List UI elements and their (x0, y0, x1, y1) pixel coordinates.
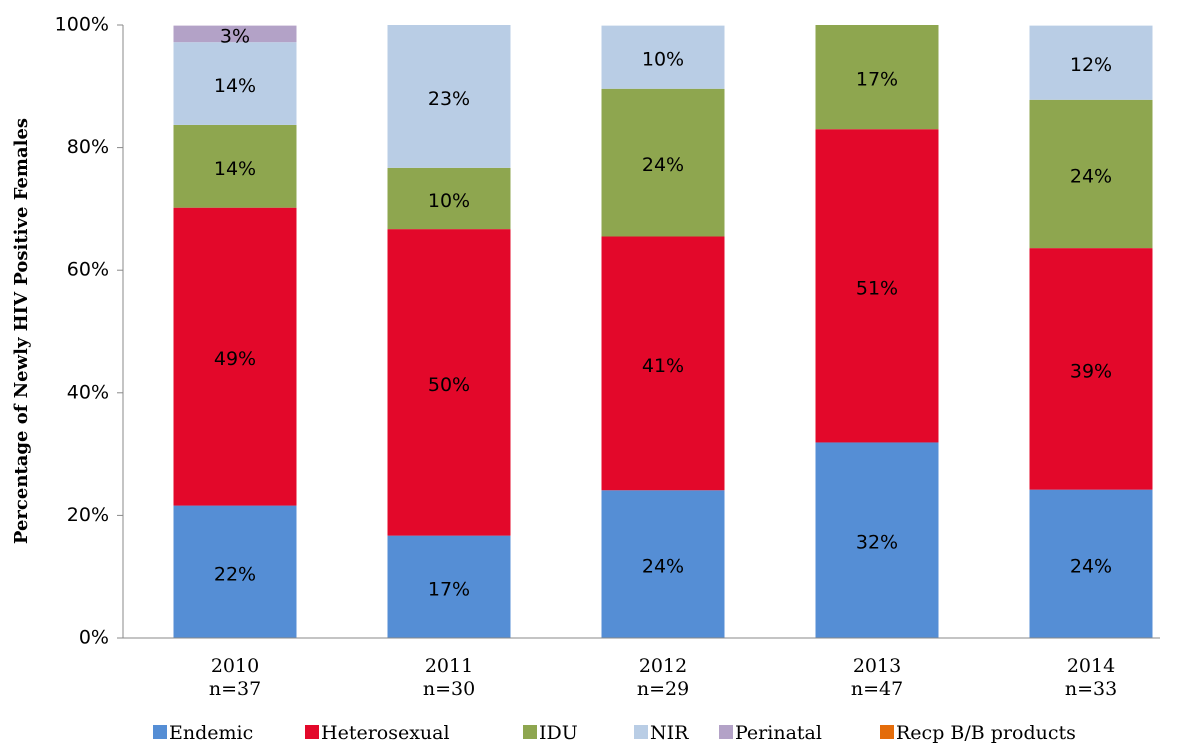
bar-segment (601, 25, 725, 89)
y-tick-label: 80% (67, 136, 109, 158)
legend-label: Recp B/B products (896, 722, 1076, 744)
bar-segment (1029, 489, 1153, 638)
bar-segment (815, 129, 939, 443)
data-label: 32% (856, 532, 898, 554)
y-axis-label: Percentage of Newly HIV Positive Females (11, 118, 32, 544)
data-label: 17% (428, 578, 470, 600)
x-tick-label: 2010 (211, 655, 259, 677)
data-label: 24% (1070, 165, 1112, 187)
sample-size: n=30 (423, 678, 475, 700)
bar-segment (387, 25, 511, 168)
data-label: 3% (220, 25, 250, 47)
data-label: 23% (428, 88, 470, 110)
data-label: 22% (214, 563, 256, 585)
y-tick-label: 60% (67, 259, 109, 281)
legend-swatch (153, 725, 167, 739)
y-tick-label: 0% (79, 627, 109, 649)
y-tick-label: 100% (55, 14, 109, 36)
bar-segment (387, 229, 511, 536)
legend-swatch (719, 725, 733, 739)
data-label: 10% (428, 190, 470, 212)
legend-label: NIR (650, 722, 689, 744)
sample-size: n=33 (1065, 678, 1117, 700)
bar-segment (387, 167, 511, 230)
legend-label: Endemic (169, 722, 253, 744)
data-label: 14% (214, 75, 256, 97)
x-tick-label: 2013 (853, 655, 901, 677)
legend-label: Perinatal (735, 722, 822, 744)
sample-size: n=47 (851, 678, 903, 700)
bar-segment (601, 88, 725, 237)
bar-segment (173, 207, 297, 506)
legend-label: IDU (539, 722, 578, 744)
y-tick-label: 20% (67, 504, 109, 526)
bar-segment (1029, 248, 1153, 490)
legend-swatch (305, 725, 319, 739)
data-label: 50% (428, 374, 470, 396)
legend-swatch (523, 725, 537, 739)
data-label: 24% (642, 154, 684, 176)
sample-size: n=29 (637, 678, 689, 700)
data-label: 10% (642, 49, 684, 71)
bar-segment (601, 236, 725, 491)
bar-segment (173, 25, 297, 43)
data-label: 39% (1070, 360, 1112, 382)
data-label: 41% (642, 355, 684, 377)
bar-segment (173, 42, 297, 125)
data-label: 14% (214, 158, 256, 180)
data-label: 12% (1070, 54, 1112, 76)
bar-segment (1029, 25, 1153, 100)
bar-segment (173, 124, 297, 208)
x-tick-label: 2012 (639, 655, 687, 677)
data-label: 49% (214, 348, 256, 370)
y-tick-label: 40% (67, 381, 109, 403)
data-label: 24% (1070, 555, 1112, 577)
sample-size: n=37 (209, 678, 261, 700)
legend-swatch (634, 725, 648, 739)
data-label: 24% (642, 556, 684, 578)
bar-segment (815, 442, 939, 638)
bar-segment (601, 490, 725, 638)
x-tick-label: 2011 (425, 655, 473, 677)
legend-swatch (880, 725, 894, 739)
legend-label: Heterosexual (321, 722, 450, 744)
data-label: 51% (856, 277, 898, 299)
bar-segment (387, 535, 511, 638)
bar-segment (815, 25, 939, 130)
bar-segment (1029, 99, 1153, 249)
x-tick-label: 2014 (1067, 655, 1115, 677)
bar-segment (173, 505, 297, 638)
data-label: 17% (856, 69, 898, 91)
